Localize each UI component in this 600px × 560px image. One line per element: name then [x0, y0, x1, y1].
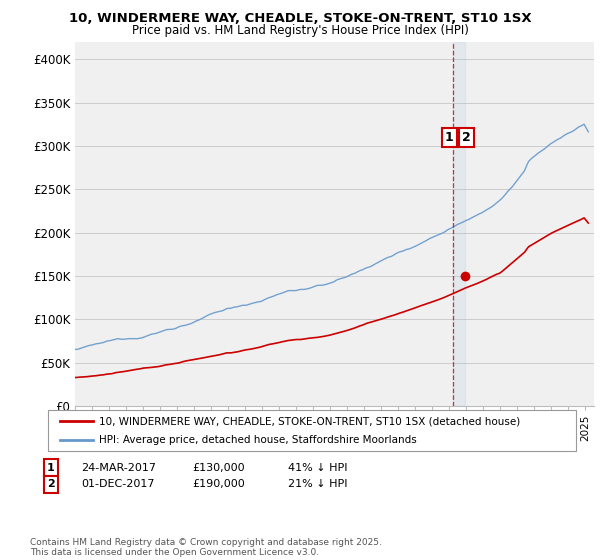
Text: 1: 1	[47, 463, 55, 473]
Text: 10, WINDERMERE WAY, CHEADLE, STOKE-ON-TRENT, ST10 1SX (detached house): 10, WINDERMERE WAY, CHEADLE, STOKE-ON-TR…	[99, 417, 520, 426]
Text: Contains HM Land Registry data © Crown copyright and database right 2025.
This d: Contains HM Land Registry data © Crown c…	[30, 538, 382, 557]
Text: 21% ↓ HPI: 21% ↓ HPI	[288, 479, 347, 489]
Bar	[453, 42, 465, 406]
Text: 2: 2	[462, 131, 471, 144]
Text: £130,000: £130,000	[192, 463, 245, 473]
Text: 2: 2	[47, 479, 55, 489]
Text: 10, WINDERMERE WAY, CHEADLE, STOKE-ON-TRENT, ST10 1SX: 10, WINDERMERE WAY, CHEADLE, STOKE-ON-TR…	[68, 12, 532, 25]
Text: 1: 1	[445, 131, 454, 144]
Text: Price paid vs. HM Land Registry's House Price Index (HPI): Price paid vs. HM Land Registry's House …	[131, 24, 469, 36]
Text: £190,000: £190,000	[192, 479, 245, 489]
Text: 41% ↓ HPI: 41% ↓ HPI	[288, 463, 347, 473]
Text: 01-DEC-2017: 01-DEC-2017	[81, 479, 155, 489]
Text: HPI: Average price, detached house, Staffordshire Moorlands: HPI: Average price, detached house, Staf…	[99, 435, 417, 445]
Text: 24-MAR-2017: 24-MAR-2017	[81, 463, 156, 473]
